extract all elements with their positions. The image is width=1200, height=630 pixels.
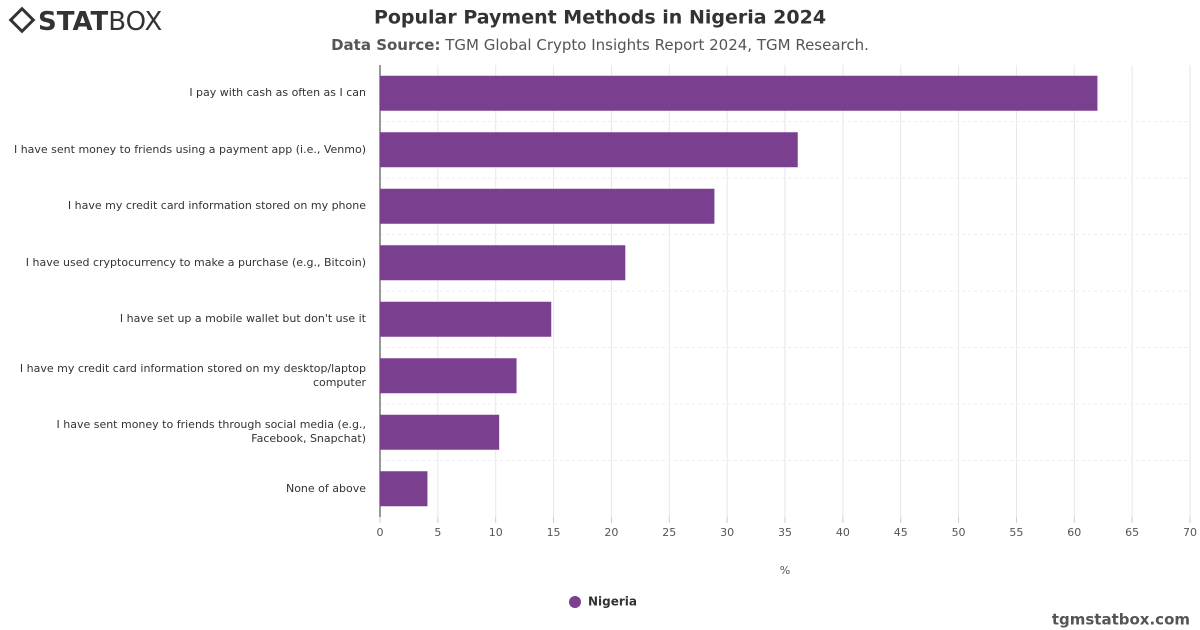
y-tick-label: I have used cryptocurrency to make a pur… — [6, 235, 366, 292]
logo-icon — [8, 6, 36, 34]
y-tick-label: I have my credit card information stored… — [6, 178, 366, 235]
bar — [380, 471, 428, 507]
x-tick-label: 70 — [1183, 526, 1197, 539]
legend-swatch — [569, 596, 581, 608]
bar — [380, 414, 500, 450]
x-tick-label: 0 — [377, 526, 384, 539]
bar — [380, 188, 715, 224]
x-tick-label: 15 — [547, 526, 561, 539]
logo-light: BOX — [108, 7, 162, 37]
x-tick-label: 45 — [894, 526, 908, 539]
y-tick-label: I have sent money to friends using a pay… — [6, 122, 366, 179]
x-tick-label: 50 — [952, 526, 966, 539]
bar — [380, 132, 798, 168]
subtitle-text: TGM Global Crypto Insights Report 2024, … — [444, 36, 869, 54]
x-tick-label: 25 — [662, 526, 676, 539]
category-text: I pay with cash as often as I can — [189, 86, 366, 100]
logo: STATBOX — [8, 6, 162, 37]
legend-label: Nigeria — [588, 595, 637, 609]
logo-bold: STAT — [38, 7, 109, 37]
subtitle: Data Source: TGM Global Crypto Insights … — [331, 36, 869, 54]
category-text: I have set up a mobile wallet but don't … — [119, 312, 366, 326]
category-text: I have sent money to friends through soc… — [56, 418, 366, 446]
category-text: I have used cryptocurrency to make a pur… — [25, 255, 366, 269]
category-text: I have my credit card information stored… — [67, 199, 366, 213]
y-tick-label: None of above — [6, 461, 366, 518]
y-tick-label: I have my credit card information stored… — [6, 348, 366, 405]
bar — [380, 75, 1098, 111]
footer: tgmstatbox.com — [1052, 611, 1190, 629]
x-tick-label: 65 — [1125, 526, 1139, 539]
x-tick-label: 60 — [1067, 526, 1081, 539]
category-text: None of above — [285, 481, 366, 495]
bar — [380, 245, 626, 281]
logo-text: STATBOX — [38, 7, 162, 37]
x-tick-label: 35 — [778, 526, 792, 539]
x-tick-label: 55 — [1009, 526, 1023, 539]
y-tick-label: I have set up a mobile wallet but don't … — [6, 291, 366, 348]
x-tick-label: 40 — [836, 526, 850, 539]
x-tick-label: 20 — [604, 526, 618, 539]
category-text: I have sent money to friends using a pay… — [13, 142, 366, 156]
x-tick-label: 5 — [434, 526, 441, 539]
x-tick-label: 10 — [489, 526, 503, 539]
y-tick-label: I pay with cash as often as I can — [6, 65, 366, 122]
bar — [380, 301, 552, 337]
x-tick-label: 30 — [720, 526, 734, 539]
chart-title: Popular Payment Methods in Nigeria 2024 — [374, 7, 826, 29]
category-text: I have my credit card information stored… — [19, 361, 366, 389]
x-axis-label: % — [780, 564, 790, 577]
y-tick-label: I have sent money to friends through soc… — [6, 404, 366, 461]
subtitle-label: Data Source: — [331, 36, 440, 54]
bar — [380, 358, 517, 394]
